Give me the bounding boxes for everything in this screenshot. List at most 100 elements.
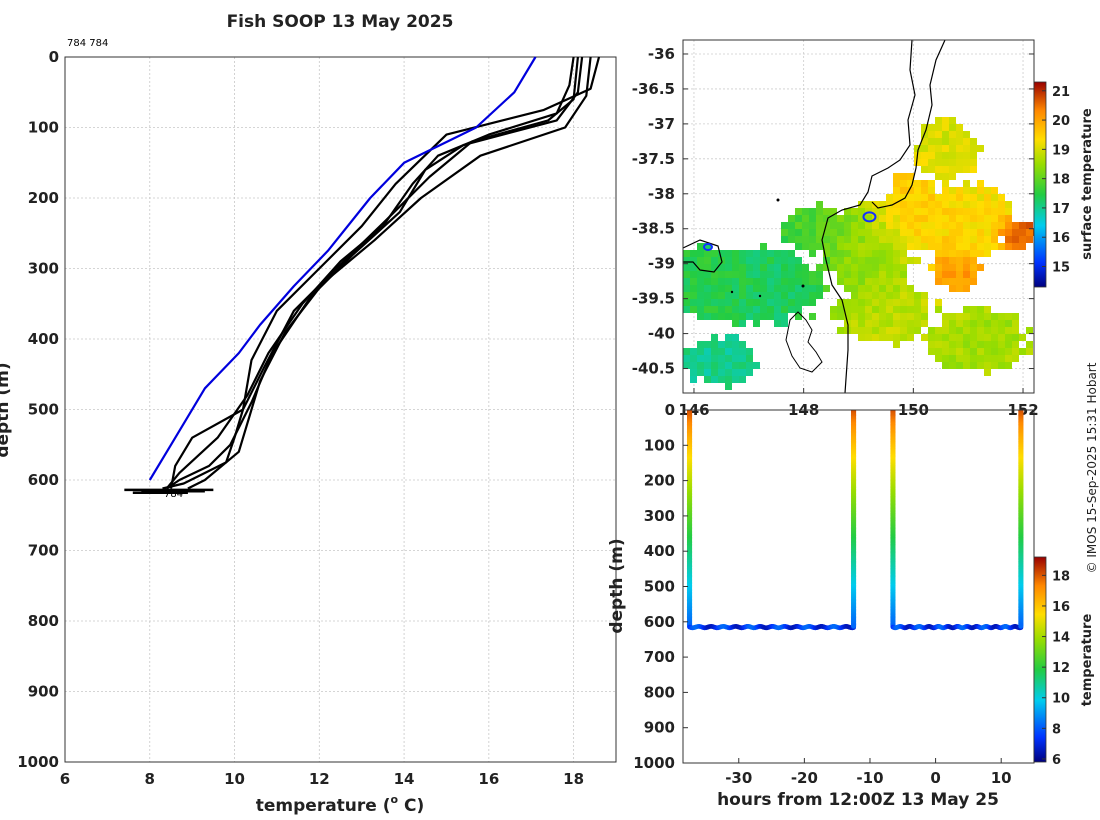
sst-cell: [718, 299, 725, 306]
sst-cell: [851, 243, 858, 250]
sst-colorbar: [1033, 81, 1047, 288]
sst-cell: [949, 362, 956, 369]
sst-cell: [970, 341, 977, 348]
sst-cell: [795, 292, 802, 299]
sst-cell: [725, 355, 732, 362]
sst-cell: [963, 341, 970, 348]
sst-cell: [753, 278, 760, 285]
sst-cell: [697, 271, 704, 278]
sst-cell: [788, 215, 795, 222]
sst-cell: [823, 208, 830, 215]
sst-cell: [690, 362, 697, 369]
sst-cell: [935, 250, 942, 257]
sst-cell: [942, 194, 949, 201]
tow-y-tick-label: 700: [644, 648, 675, 666]
sst-cell: [886, 278, 893, 285]
sst-cell: [928, 159, 935, 166]
sst-cell: [970, 327, 977, 334]
sst-cell: [704, 243, 711, 250]
sst-cell: [942, 215, 949, 222]
sst-cell: [718, 313, 725, 320]
sst-cell: [767, 257, 774, 264]
sst-field: [683, 117, 1034, 390]
sst-cell: [1005, 236, 1012, 243]
sst-cell: [746, 299, 753, 306]
sst-cell: [865, 243, 872, 250]
tow-x-tick-label: -10: [856, 769, 883, 787]
sst-cell: [788, 292, 795, 299]
sst-cell: [956, 166, 963, 173]
sst-cell: [998, 348, 1005, 355]
sst-cell: [963, 138, 970, 145]
sst-cell: [942, 145, 949, 152]
sst-cell: [690, 250, 697, 257]
sst-cell: [844, 306, 851, 313]
sst-cell: [907, 313, 914, 320]
sst-cell: [788, 257, 795, 264]
sst-cell: [760, 299, 767, 306]
sst-cell: [837, 327, 844, 334]
sst-cell: [928, 341, 935, 348]
tow-y-tick-label: 0: [665, 401, 675, 419]
sst-cell: [858, 285, 865, 292]
sst-cell: [844, 299, 851, 306]
sst-cell: [795, 285, 802, 292]
sst-cell: [956, 194, 963, 201]
sst-cell: [970, 229, 977, 236]
sst-cell: [788, 278, 795, 285]
sst-cell: [872, 306, 879, 313]
sst-cell: [886, 271, 893, 278]
sst-cell: [718, 264, 725, 271]
sst-cell: [935, 124, 942, 131]
sst-cell: [851, 229, 858, 236]
sst-colorbar-tick-label: 21: [1052, 85, 1070, 100]
sst-cell: [760, 285, 767, 292]
sst-cell: [949, 124, 956, 131]
map-y-tick-label: -39.5: [632, 290, 675, 308]
sst-cell: [977, 145, 984, 152]
sst-cell: [935, 138, 942, 145]
sst-cell: [963, 229, 970, 236]
sst-cell: [823, 215, 830, 222]
sst-cell: [718, 292, 725, 299]
sst-cell: [788, 222, 795, 229]
sst-cell: [816, 292, 823, 299]
sst-cell: [998, 215, 1005, 222]
sst-cell: [809, 292, 816, 299]
sst-cell: [865, 222, 872, 229]
sst-cell: [732, 320, 739, 327]
profile-grid: [64, 56, 616, 763]
sst-cell: [851, 257, 858, 264]
sst-cell: [914, 306, 921, 313]
sst-cell: [886, 292, 893, 299]
sst-cell: [732, 355, 739, 362]
sst-cell: [865, 264, 872, 271]
sst-cell: [697, 243, 704, 250]
sst-cell: [949, 348, 956, 355]
sst-cell: [907, 334, 914, 341]
sst-cell: [872, 250, 879, 257]
sst-cell: [879, 250, 886, 257]
sst-cell: [683, 250, 690, 257]
sst-cell: [711, 348, 718, 355]
sst-cell: [844, 236, 851, 243]
sst-cell: [1012, 320, 1019, 327]
sst-cell: [823, 229, 830, 236]
sst-cell: [739, 313, 746, 320]
sst-cell: [963, 236, 970, 243]
sst-cell: [970, 264, 977, 271]
sst-cell: [837, 236, 844, 243]
sst-cell: [921, 243, 928, 250]
sst-cell: [956, 271, 963, 278]
sst-cell: [963, 278, 970, 285]
sst-cell: [767, 292, 774, 299]
sst-cell: [900, 292, 907, 299]
sst-cell: [802, 243, 809, 250]
sst-cell: [718, 355, 725, 362]
x-label-main: temperature (: [256, 796, 391, 816]
sst-cell: [767, 264, 774, 271]
sst-cell: [921, 292, 928, 299]
y-tick-label: 300: [28, 260, 59, 278]
sst-cell: [795, 243, 802, 250]
